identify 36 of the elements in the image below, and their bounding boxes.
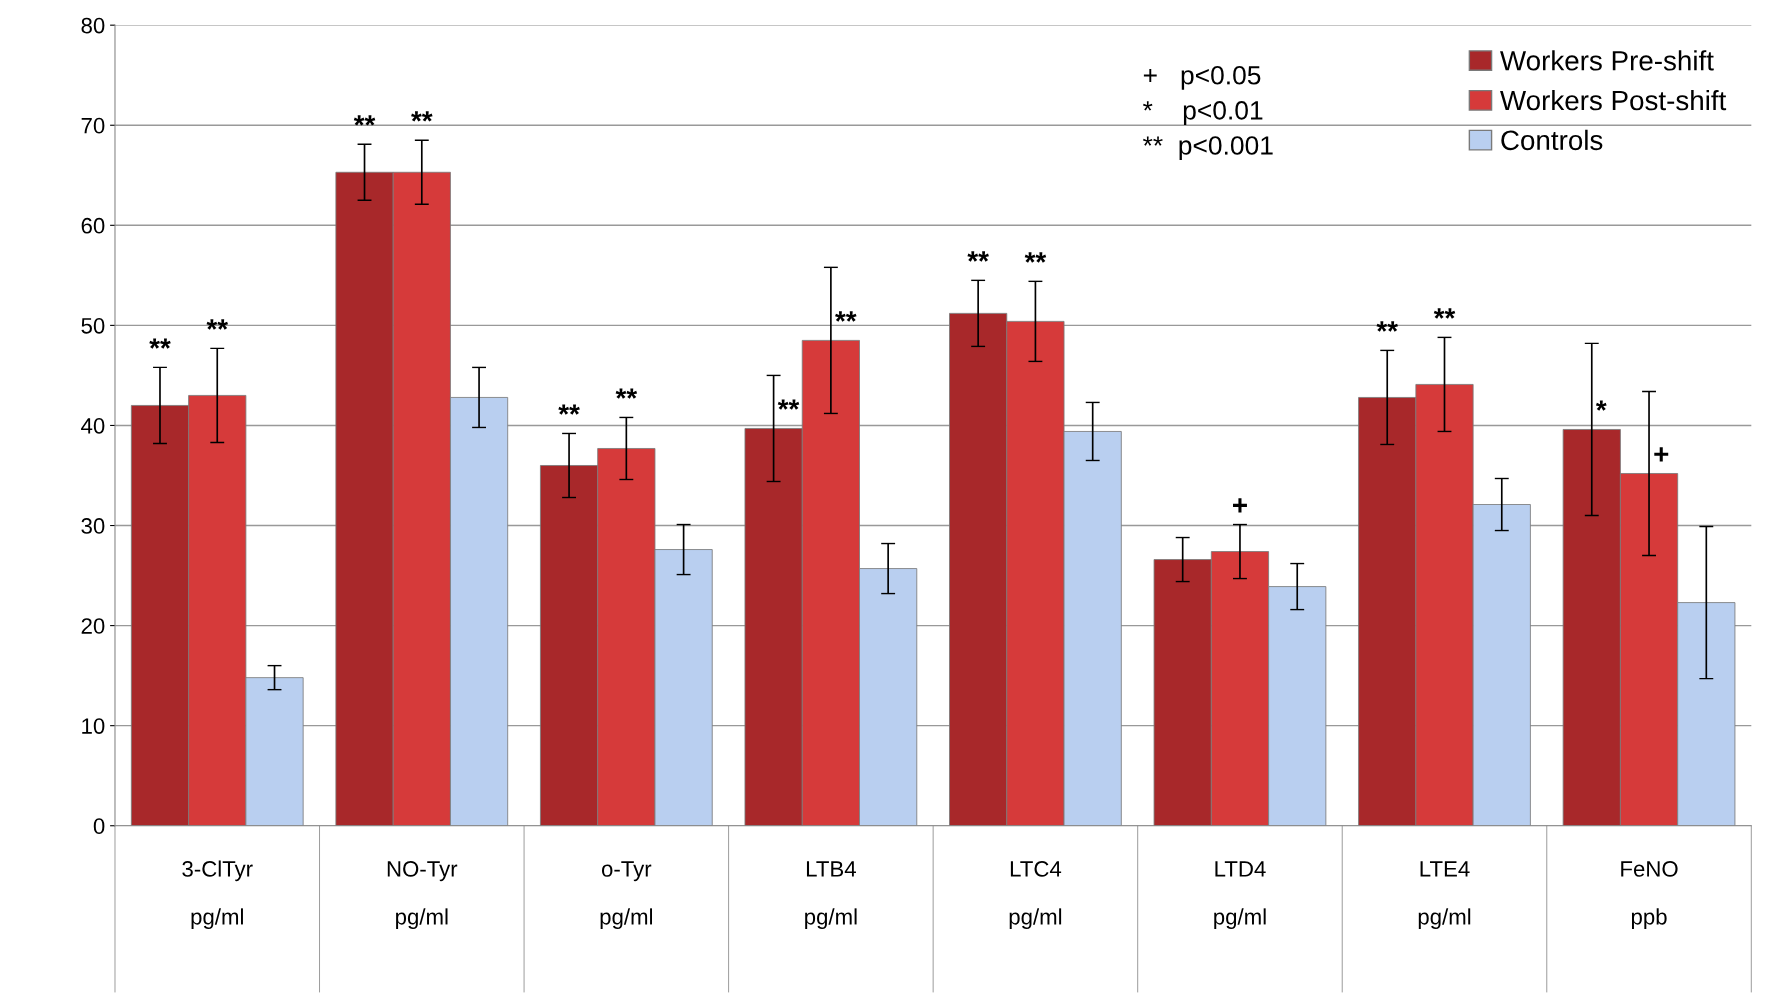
annotation: + p<0.05 * p<0.01 ** p<0.001 [1143, 65, 1273, 161]
y-tick-label: 70 [81, 117, 105, 134]
legend-label: Workers Post-shift [1500, 89, 1727, 111]
data-label: ** [1433, 308, 1456, 319]
y-tick-label: 10 [82, 718, 105, 734]
data-label: ** [835, 311, 857, 322]
category-label: NO-Tyr pg/ml [387, 861, 458, 930]
category-label: LTD4 pg/ml [1214, 861, 1266, 930]
y-tick-label: 0 [93, 818, 105, 835]
category-label: o-Tyr pg/ml [600, 861, 653, 930]
y-tick-label: 80 [81, 17, 105, 34]
y-tick-label: 30 [81, 518, 105, 534]
legend-label: Workers Pre-shift [1500, 50, 1714, 71]
category-label: LTB4 pg/ml [805, 861, 857, 930]
category-label: LTE4 pg/ml [1418, 861, 1471, 930]
data-label: ** [777, 399, 800, 410]
data-label: + [1233, 498, 1247, 513]
data-label: ** [967, 251, 989, 262]
data-label: ** [615, 388, 638, 399]
data-label: + [1654, 447, 1669, 462]
category-label: LTC4 pg/ml [1009, 861, 1062, 930]
data-label: ** [558, 404, 580, 415]
data-label: ** [411, 111, 433, 122]
data-label: ** [206, 319, 229, 330]
data-label: ** [149, 338, 171, 349]
data-label: ** [1376, 321, 1399, 332]
data-label: ** [353, 115, 376, 126]
legend-label: Controls [1501, 129, 1603, 151]
y-tick-label: 20 [81, 618, 105, 634]
y-tick-label: 40 [81, 417, 105, 434]
y-tick-label: 50 [81, 317, 105, 334]
category-label: 3-ClTyr pg/ml [182, 860, 253, 930]
data-label: ** [1024, 252, 1047, 263]
y-tick-label: 60 [81, 217, 105, 234]
category-label: FeNO ppb [1621, 861, 1678, 930]
data-label: * [1595, 400, 1607, 411]
